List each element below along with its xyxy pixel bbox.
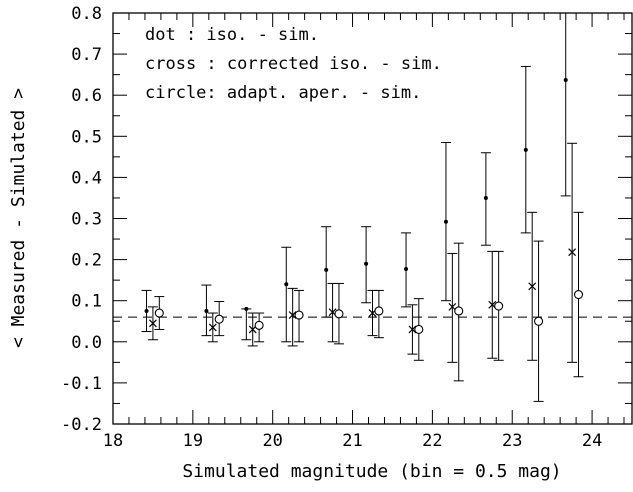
y-tick-label: 0.2 bbox=[71, 251, 102, 271]
dot-marker bbox=[324, 267, 329, 272]
dot-marker bbox=[443, 219, 448, 224]
x-tick-label: 21 bbox=[342, 431, 362, 451]
plot-frame bbox=[112, 12, 633, 425]
dot-marker bbox=[404, 267, 409, 272]
y-tick-label: 0.4 bbox=[71, 168, 102, 188]
dot-marker bbox=[284, 282, 289, 287]
circle-marker bbox=[254, 320, 264, 330]
legend-line-2: cross : corrected iso. - sim. bbox=[145, 54, 442, 74]
x-tick-label: 19 bbox=[183, 431, 203, 451]
circle-marker bbox=[573, 289, 584, 300]
legend-line-1: dot : iso. - sim. bbox=[145, 25, 319, 45]
y-tick-label: -0.2 bbox=[61, 415, 102, 435]
y-axis-label: < Measured - Simulated > bbox=[8, 88, 29, 348]
axis-ticks: 18 19 20 21 22 23 24 -0.2 -0.1 0.0 0.1 0.2 0.3 0.4 0.5… bbox=[61, 4, 632, 451]
circle-marker bbox=[294, 310, 304, 320]
cross-marker bbox=[288, 311, 297, 320]
circle-marker bbox=[454, 306, 464, 316]
x-tick-label: 22 bbox=[422, 431, 442, 451]
cross-marker bbox=[528, 282, 537, 291]
x-tick-label: 24 bbox=[582, 431, 602, 451]
y-tick-label: -0.1 bbox=[61, 374, 102, 394]
markers bbox=[144, 77, 584, 335]
y-tick-label: 0.6 bbox=[71, 86, 102, 106]
y-tick-label: 0.7 bbox=[71, 45, 102, 65]
dot-marker bbox=[204, 308, 209, 313]
x-axis-label: Simulated magnitude (bin = 0.5 mag) bbox=[182, 461, 561, 482]
x-tick-label: 23 bbox=[502, 431, 522, 451]
dot-marker bbox=[483, 195, 488, 200]
cross-marker bbox=[148, 319, 157, 328]
dot-marker bbox=[144, 308, 149, 313]
y-tick-label: 0.1 bbox=[71, 292, 102, 312]
circle-marker bbox=[374, 306, 384, 316]
y-tick-label: 0.0 bbox=[71, 333, 102, 353]
circle-marker bbox=[154, 308, 164, 318]
cross-marker bbox=[208, 323, 217, 332]
y-tick-label: 0.8 bbox=[71, 4, 102, 24]
dot-marker bbox=[364, 261, 369, 266]
circle-marker bbox=[334, 309, 344, 319]
x-tick-label: 18 bbox=[103, 431, 123, 451]
circle-marker bbox=[534, 316, 544, 326]
circle-marker bbox=[494, 301, 504, 311]
legend-line-3: circle: adapt. aper. - sim. bbox=[145, 83, 421, 103]
cross-marker bbox=[408, 325, 417, 334]
cross-marker bbox=[568, 248, 577, 257]
dot-marker bbox=[523, 147, 528, 152]
dot-marker bbox=[244, 306, 249, 311]
x-tick-label: 20 bbox=[262, 431, 282, 451]
dot-marker bbox=[563, 77, 568, 82]
circle-marker bbox=[414, 324, 424, 335]
y-tick-label: 0.5 bbox=[71, 127, 102, 147]
circle-marker bbox=[214, 314, 224, 324]
y-tick-label: 0.3 bbox=[71, 210, 102, 230]
